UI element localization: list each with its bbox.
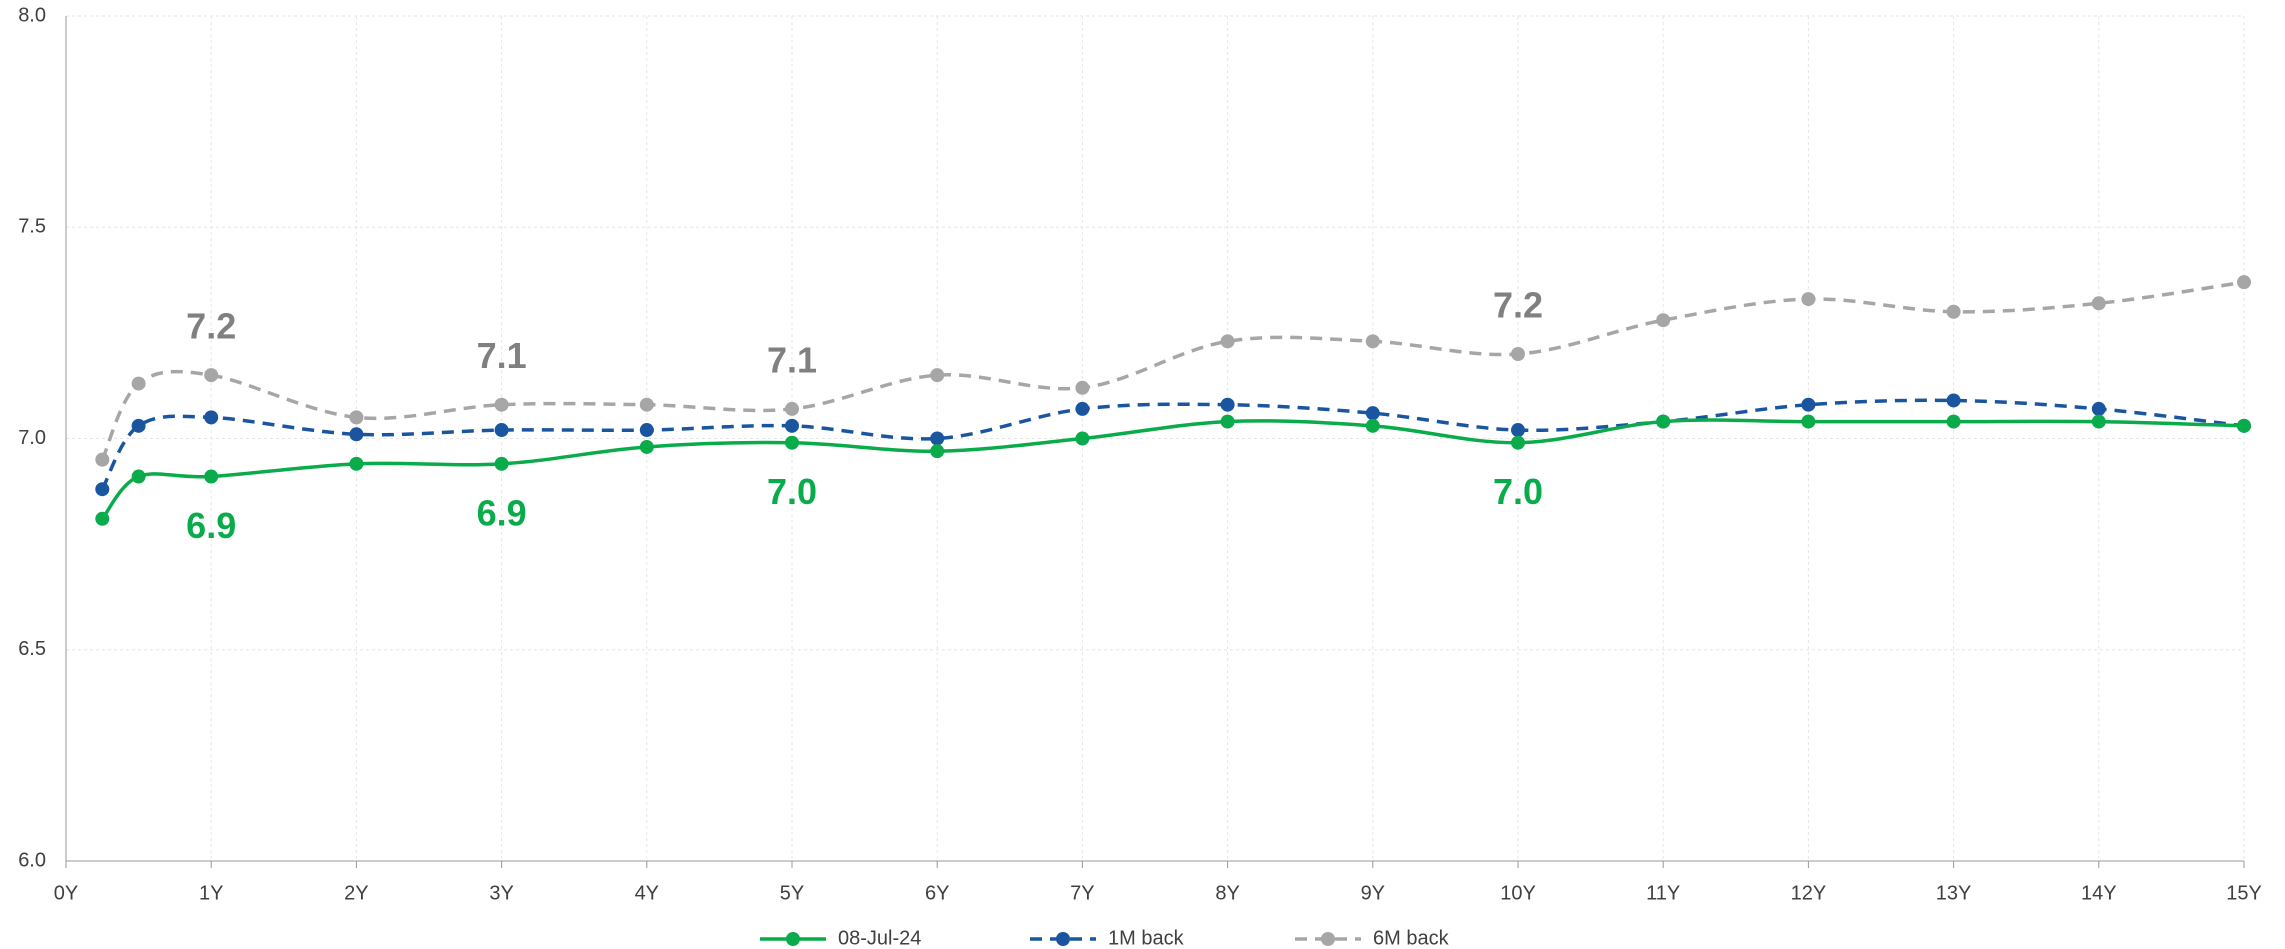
x-tick-label: 12Y [1791,882,1827,904]
point [1946,304,1961,319]
series-line [100,418,2245,520]
data-label: 6.9 [186,505,236,546]
point [639,397,654,412]
legend-marker [1321,932,1335,946]
point [1511,423,1525,438]
data-label: 7.2 [1493,285,1543,326]
point [2091,401,2106,416]
point [639,423,654,438]
point [1075,401,1090,416]
x-tick-label: 0Y [54,882,78,904]
point [95,452,110,467]
data-label: 7.1 [477,335,527,376]
point [1801,414,1816,429]
point [204,368,219,383]
point [204,410,219,425]
point [930,431,945,446]
point [1220,397,1235,412]
point [349,427,364,442]
legend-marker [786,932,800,946]
x-tick-label: 15Y [2226,882,2262,904]
data-label: 7.0 [767,471,817,512]
legend-label: 08-Jul-24 [838,927,921,949]
point [494,456,509,471]
series-line [100,280,2245,461]
point [95,482,110,497]
point [2237,418,2251,433]
y-tick-label: 8.0 [18,4,46,26]
point [131,418,146,433]
x-tick-label: 1Y [199,882,223,904]
x-tick-label: 6Y [925,882,949,904]
y-tick-label: 7.0 [18,427,46,449]
point [204,469,219,484]
y-tick-label: 7.5 [18,216,46,238]
point [639,439,654,454]
x-tick-label: 9Y [1361,882,1385,904]
point [1365,406,1380,421]
data-label: 7.0 [1493,471,1543,512]
point [930,368,945,383]
point [1511,435,1525,450]
x-tick-label: 5Y [780,882,804,904]
point [785,435,799,450]
x-tick-label: 4Y [635,882,659,904]
point [1656,313,1671,328]
x-tick-label: 14Y [2081,882,2117,904]
data-label: 7.2 [186,306,236,347]
point [1656,414,1671,429]
point [2237,275,2251,290]
point [494,423,509,438]
point [494,397,509,412]
point [2091,414,2106,429]
x-tick-label: 8Y [1215,882,1239,904]
x-tick-label: 13Y [1936,882,1972,904]
series-line [100,398,2245,491]
point [1365,418,1380,433]
y-tick-label: 6.0 [18,849,46,871]
point [1220,414,1235,429]
point [785,418,799,433]
point [1365,334,1380,349]
data-label: 6.9 [477,492,527,533]
point [1075,431,1090,446]
x-tick-label: 2Y [344,882,368,904]
point [349,456,364,471]
point [95,511,110,526]
point [785,401,799,416]
data-label: 7.1 [767,339,817,380]
point [1946,414,1961,429]
point [131,469,146,484]
point [1075,380,1090,395]
point [1220,334,1235,349]
y-tick-label: 6.5 [18,638,46,660]
point [1946,393,1961,408]
x-tick-label: 3Y [489,882,513,904]
x-tick-label: 11Y [1646,882,1680,904]
legend-marker [1056,932,1070,946]
point [1801,397,1816,412]
point [930,444,945,459]
point [1511,347,1525,361]
legend-label: 1M back [1108,927,1185,949]
point [349,410,364,425]
point [2091,296,2106,311]
legend-label: 6M back [1373,927,1450,949]
point [131,376,146,391]
x-tick-label: 7Y [1070,882,1094,904]
point [1801,292,1816,307]
x-tick-label: 10Y [1500,882,1536,904]
